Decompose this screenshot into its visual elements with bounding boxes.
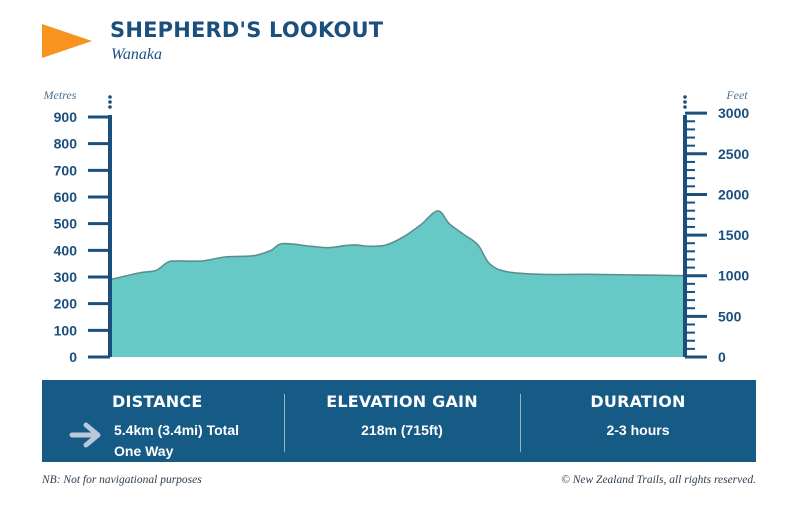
elevation-area: [110, 210, 685, 357]
navigation-disclaimer: NB: Not for navigational purposes: [42, 474, 202, 486]
elevation-gain-stat: ELEVATION GAIN 218m (715ft): [284, 380, 520, 462]
left-axis-tick-label: 400: [54, 242, 78, 258]
left-axis-tick-label: 0: [69, 349, 77, 365]
arrow-right-icon: [69, 422, 101, 448]
right-axis-dot: [683, 95, 687, 99]
right-axis-dot: [683, 105, 687, 109]
elevation-line: [109, 210, 686, 281]
right-axis-tick-label: 1500: [718, 227, 749, 243]
right-axis-tick-label: 500: [718, 308, 742, 324]
elevation-gain-heading: ELEVATION GAIN: [326, 392, 478, 411]
left-axis-tick-label: 300: [54, 269, 78, 285]
left-axis-tick-label: 100: [54, 322, 78, 338]
left-axis-tick-label: 700: [54, 162, 78, 178]
right-axis-unit: Feet: [725, 88, 748, 102]
trail-location: Wanaka: [111, 46, 162, 63]
copyright-notice: © New Zealand Trails, all rights reserve…: [561, 474, 756, 486]
right-axis-tick-label: 0: [718, 349, 726, 365]
duration-heading: DURATION: [590, 392, 686, 411]
trail-title: SHEPHERD'S LOOKOUT: [110, 18, 384, 42]
right-axis-dot: [683, 100, 687, 104]
elevation-gain-value: 218m (715ft): [361, 422, 443, 438]
left-axis-dot: [108, 105, 112, 109]
left-axis-dot: [108, 95, 112, 99]
distance-direction: One Way: [114, 443, 174, 459]
distance-heading: DISTANCE: [112, 392, 203, 411]
duration-value: 2-3 hours: [606, 422, 670, 438]
trail-stats-panel: DISTANCE 5.4km (3.4mi) Total One Way ELE…: [42, 380, 756, 462]
elevation-profile-chart: Metres 0 100 200 300 400 500 600 700 800 900 Feet 0…: [43, 88, 750, 365]
left-axis-tick-label: 200: [54, 296, 78, 312]
left-axis-tick-label: 600: [54, 189, 78, 205]
left-axis-tick-label: 800: [54, 136, 78, 152]
left-axis-tick-label: 500: [54, 216, 78, 232]
right-axis-tick-label: 3000: [718, 105, 749, 121]
left-axis-dot: [108, 100, 112, 104]
distance-stat: DISTANCE 5.4km (3.4mi) Total One Way: [42, 380, 284, 462]
pennant-flag-icon: [42, 24, 92, 58]
right-axis-tick-label: 2000: [718, 186, 749, 202]
left-axis-unit: Metres: [43, 88, 77, 102]
right-axis-tick-label: 1000: [718, 268, 749, 284]
distance-value: 5.4km (3.4mi) Total: [114, 422, 240, 438]
duration-stat: DURATION 2-3 hours: [520, 380, 756, 462]
left-axis-tick-label: 900: [54, 109, 78, 125]
right-axis-tick-label: 2500: [718, 146, 749, 162]
